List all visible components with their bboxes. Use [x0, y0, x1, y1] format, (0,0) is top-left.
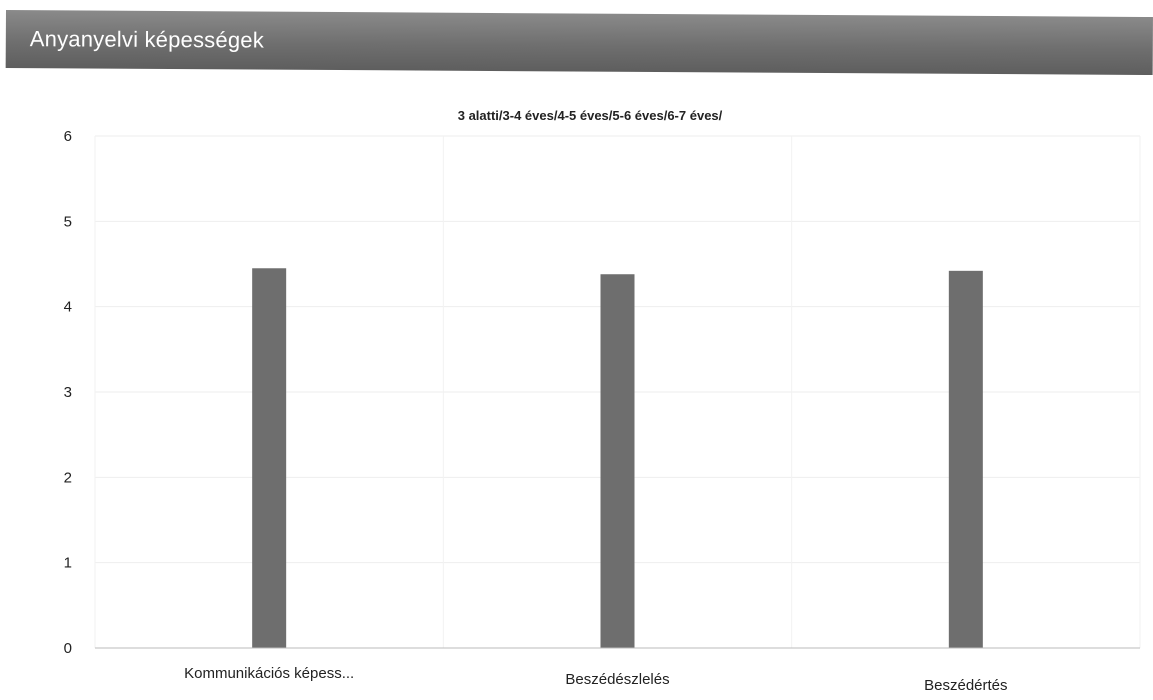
y-tick-label: 1 [64, 555, 72, 572]
bar-chart: 3 alatti/3-4 éves/4-5 éves/5-6 éves/6-7 … [64, 108, 1141, 694]
y-tick-label: 4 [64, 299, 72, 316]
bars [252, 268, 983, 648]
y-tick-label: 2 [64, 469, 72, 486]
x-tick-label: Beszédészlelés [565, 671, 669, 688]
x-axis-labels: Kommunikációs képess... Beszédészlelés Bes… [184, 665, 1007, 694]
y-tick-label: 6 [64, 128, 72, 145]
y-axis-ticks: 0 1 2 3 4 5 6 [64, 128, 72, 657]
bar-1 [252, 268, 287, 648]
y-tick-label: 0 [64, 640, 72, 657]
section-title: Anyanyelvi képességek [29, 26, 265, 53]
y-tick-label: 5 [64, 213, 72, 230]
bar-2 [600, 274, 635, 648]
x-tick-label: Beszédértés [924, 677, 1007, 694]
chart-title: 3 alatti/3-4 éves/4-5 éves/5-6 éves/6-7 … [458, 108, 723, 123]
x-tick-label: Kommunikációs képess... [184, 665, 354, 682]
chart-area: 3 alatti/3-4 éves/4-5 éves/5-6 éves/6-7 … [0, 90, 1153, 695]
section-header: Anyanyelvi képességek [5, 10, 1153, 76]
bar-3 [948, 270, 983, 648]
y-tick-label: 3 [64, 384, 72, 401]
